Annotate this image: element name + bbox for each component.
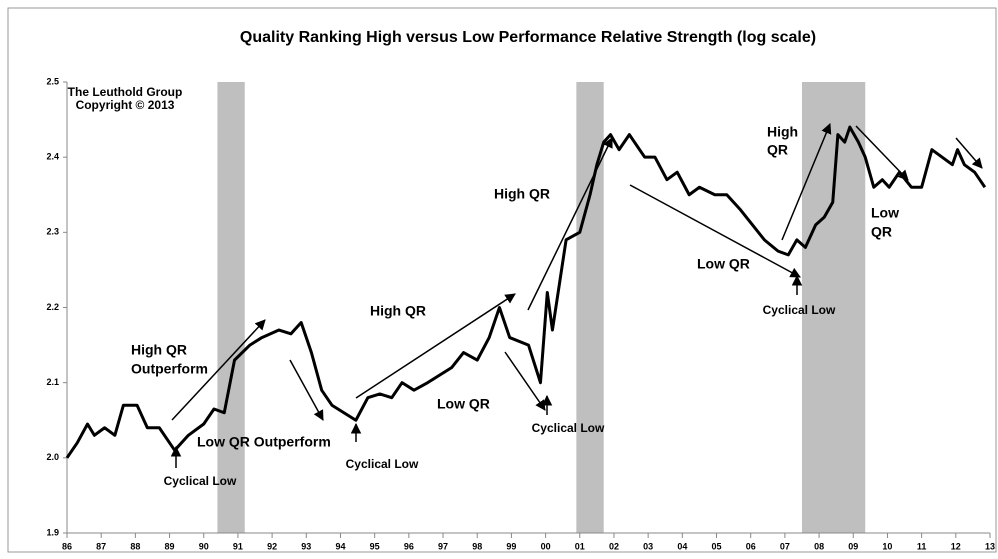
x-tick-label: 96 (404, 541, 414, 551)
y-tick-label: 2.0 (46, 452, 59, 462)
x-tick-label: 13 (985, 541, 995, 551)
x-tick-label: 12 (951, 541, 961, 551)
annotation: High QR (370, 303, 426, 319)
arrow (855, 125, 909, 181)
annotation: High QR (494, 186, 550, 202)
annotation: Low (871, 205, 899, 221)
annotation: High QR (131, 342, 187, 358)
chart-title: Quality Ranking High versus Low Performa… (240, 29, 816, 46)
arrows (170, 123, 983, 468)
y-tick-label: 2.1 (46, 377, 59, 387)
annotation: Copyright © 2013 (76, 98, 175, 112)
x-tick-label: 04 (677, 541, 687, 551)
x-tick-label: 03 (643, 541, 653, 551)
annotation: Cyclical Low (346, 457, 419, 471)
x-tick-label: 97 (438, 541, 448, 551)
x-tick-label: 02 (609, 541, 619, 551)
x-tick-label: 07 (780, 541, 790, 551)
annotation: Low QR (437, 396, 490, 412)
x-tick-label: 89 (165, 541, 175, 551)
annotation: Cyclical Low (532, 421, 605, 435)
annotation: The Leuthold Group (68, 85, 183, 99)
annotation: Cyclical Low (164, 474, 237, 488)
annotations: The Leuthold Group Copyright © 2013 High… (68, 85, 899, 488)
x-tick-label: 99 (506, 541, 516, 551)
shaded-period (576, 82, 604, 533)
y-tick-label: 1.9 (46, 527, 59, 537)
annotation: Low QR (697, 256, 750, 272)
arrow (781, 123, 832, 241)
x-tick-label: 92 (267, 541, 277, 551)
arrow (504, 351, 546, 411)
x-tick-label: 87 (96, 541, 106, 551)
shaded-period (801, 82, 866, 533)
x-tick-label: 93 (301, 541, 311, 551)
x-tick-label: 11 (917, 541, 927, 551)
annotation: Outperform (131, 361, 208, 377)
data-line (65, 125, 987, 459)
y-tick-label: 2.4 (46, 152, 59, 162)
annotation: Low QR Outperform (197, 434, 331, 450)
arrow (171, 319, 266, 421)
x-tick-label: 90 (199, 541, 209, 551)
y-tick-label: 2.5 (46, 76, 59, 86)
x-tick-label: 05 (712, 541, 722, 551)
arrow (955, 137, 983, 169)
x-tick-label: 06 (746, 541, 756, 551)
annotation: High (767, 124, 798, 140)
x-tick-label: 10 (882, 541, 892, 551)
x-tick-label: 94 (335, 541, 345, 551)
x-tick-label: 09 (848, 541, 858, 551)
annotation: QR (767, 142, 788, 158)
arrow (629, 184, 801, 278)
plot-area: 1.9 2.0 2.1 2.2 2.3 2.4 2.5 86 87 88 89 90 91 92 93 94 9… (46, 76, 995, 551)
frame (7, 7, 997, 553)
x-tick-label: 86 (62, 541, 72, 551)
annotation: Cyclical Low (763, 303, 836, 317)
x-tick-label: 08 (814, 541, 824, 551)
y-tick-label: 2.3 (46, 227, 59, 237)
x-tick-label: 88 (130, 541, 140, 551)
x-tick-label: 01 (575, 541, 585, 551)
x-tick-label: 91 (233, 541, 243, 551)
arrow (527, 137, 613, 311)
annotation: QR (871, 224, 892, 240)
shaded-period (217, 82, 245, 533)
x-tick-label: 00 (541, 541, 551, 551)
arrow (355, 293, 516, 399)
arrow (289, 359, 324, 421)
y-tick-label: 2.2 (46, 302, 59, 312)
x-tick-label: 98 (472, 541, 482, 551)
x-tick-label: 95 (370, 541, 380, 551)
